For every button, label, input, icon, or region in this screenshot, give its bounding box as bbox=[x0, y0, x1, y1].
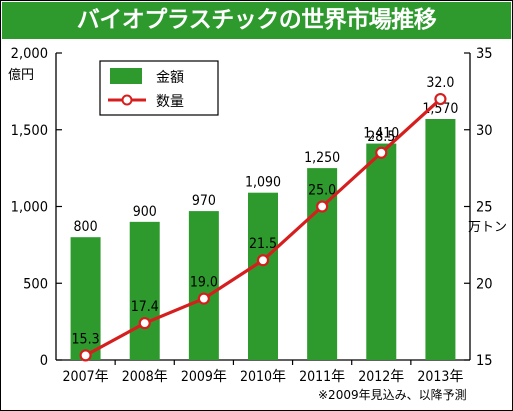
line-point bbox=[138, 317, 151, 330]
legend-label-bar: 金額 bbox=[156, 70, 184, 86]
line-value-label: 21.5 bbox=[249, 236, 277, 252]
left-tick-label: 500 bbox=[23, 276, 48, 292]
left-tick-label: 1,500 bbox=[11, 123, 48, 139]
bar bbox=[307, 168, 338, 360]
bar bbox=[70, 237, 101, 360]
footnote: ※2009年見込み、以降予測 bbox=[318, 388, 467, 402]
line-point bbox=[197, 292, 210, 305]
bar-value-label: 1,250 bbox=[304, 150, 340, 166]
line-point bbox=[316, 200, 329, 213]
bar-value-label: 1,410 bbox=[363, 126, 399, 142]
bar bbox=[188, 211, 219, 360]
x-tick-label: 2008年 bbox=[122, 369, 168, 385]
right-tick-label: 35 bbox=[476, 46, 493, 62]
bar-value-label: 900 bbox=[133, 204, 157, 220]
chart-title: バイオプラスチックの世界市場推移 bbox=[76, 7, 437, 33]
line-point bbox=[434, 92, 447, 106]
right-tick-label: 25 bbox=[476, 200, 493, 216]
legend-label-line: 数量 bbox=[156, 94, 184, 110]
bar-value-label: 1,090 bbox=[245, 175, 281, 191]
right-tick-label: 20 bbox=[476, 276, 493, 292]
line-layer: 15.3 17.4 19.0 21.5 25.0 28.5 32.0 bbox=[72, 75, 454, 362]
line-value-label: 17.4 bbox=[131, 299, 159, 315]
right-tick-label: 30 bbox=[476, 123, 493, 139]
line-value-label: 25.0 bbox=[308, 183, 336, 199]
bar bbox=[425, 119, 456, 360]
bars-layer: 800 900 970 1,090 1,250 1,410 1,570 bbox=[70, 101, 458, 360]
line-point bbox=[256, 254, 270, 267]
line-value-label: 15.3 bbox=[72, 331, 100, 347]
left-tick-label: 1,000 bbox=[11, 200, 48, 216]
line-value-label: 28.5 bbox=[367, 129, 395, 145]
legend-swatch-bar bbox=[110, 68, 142, 84]
x-tick-label: 2013年 bbox=[417, 369, 463, 385]
bar bbox=[366, 143, 397, 360]
right-tick-label: 15 bbox=[476, 353, 493, 369]
x-tick-label: 2007年 bbox=[63, 369, 109, 385]
title-bar: バイオプラスチックの世界市場推移 bbox=[2, 2, 511, 39]
right-axis-unit: 万トン bbox=[468, 220, 507, 235]
x-tick-label: 2012年 bbox=[358, 369, 404, 385]
left-tick-label: 2,000 bbox=[11, 46, 48, 62]
left-axis-unit: 億円 bbox=[8, 67, 34, 83]
bar-value-label: 800 bbox=[74, 219, 98, 235]
left-tick-label: 0 bbox=[40, 353, 48, 369]
line-point bbox=[79, 349, 92, 362]
x-tick-label: 2010年 bbox=[240, 369, 286, 385]
bar bbox=[248, 192, 278, 360]
bar-value-label: 970 bbox=[192, 193, 216, 209]
bar bbox=[129, 221, 160, 360]
line-value-label: 32.0 bbox=[426, 75, 454, 91]
bar-value-label: 1,570 bbox=[422, 101, 458, 117]
line-value-label: 19.0 bbox=[190, 275, 218, 291]
x-tick-label: 2011年 bbox=[299, 369, 345, 385]
line-point bbox=[375, 146, 388, 159]
legend-swatch-marker bbox=[121, 94, 133, 106]
x-tick-label: 2009年 bbox=[181, 369, 227, 385]
